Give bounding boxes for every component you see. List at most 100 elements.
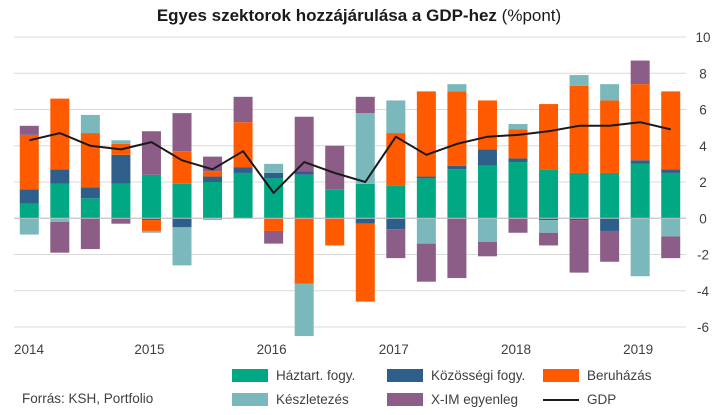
y-tick-label: 8 [699,66,707,81]
bar-haztart [50,183,70,219]
bar-haztart [661,172,681,219]
bar-haztart [172,183,192,219]
bar-ximgl [141,131,161,175]
legend-item-ximgl: X-IM egyenleg [387,392,518,407]
legend-swatch-keszlet [232,393,268,406]
bar-ximgl [233,96,253,123]
bar-beruhazas [600,100,620,173]
bar-kozossegi [80,187,100,199]
legend-item-kozossegi: Közösségi fogy. [387,368,525,383]
gdp-line [29,121,671,194]
legend-item-beruhazas: Beruházás [543,368,652,383]
bar-haztart [508,162,528,219]
y-tick-label: -2 [697,248,709,263]
legend-item-keszlet: Készletezés [232,392,349,407]
bar-ximgl [172,113,192,152]
bar-keszlet [508,124,528,130]
bar-beruhazas [569,85,589,173]
bar-keszlet [661,218,681,237]
bar-keszlet [477,218,497,242]
bar-ximgl [447,218,467,279]
bar-keszlet [50,218,70,222]
bar-kozossegi [172,218,192,228]
bar-beruhazas [141,220,161,231]
y-tick-label: 4 [699,139,707,154]
bar-beruhazas [661,91,681,170]
bar-kozossegi [386,218,406,230]
y-tick-label: 0 [699,211,707,226]
bar-haztart [477,165,497,219]
y-tick-label: -6 [697,320,709,335]
source-note: Forrás: KSH, Portfolio [22,391,154,406]
bar-kozossegi [539,218,559,221]
bar-keszlet [264,163,284,173]
bar-ximgl [539,232,559,246]
y-tick-label: 2 [699,175,707,190]
bar-keszlet [539,220,559,233]
bar-ximgl [386,229,406,259]
bar-ximgl [508,218,528,233]
bar-keszlet [386,100,406,134]
bar-keszlet [600,84,620,101]
legend-label-ximgl: X-IM egyenleg [431,392,519,407]
bar-kozossegi [477,149,497,166]
bar-keszlet [203,218,223,221]
bar-haztart [80,198,100,219]
bar-haztart [19,203,39,219]
bar-kozossegi [630,160,650,164]
bar-kozossegi [111,154,131,184]
bar-haztart [141,174,161,219]
bar-keszlet [141,230,161,233]
bar-keszlet [80,114,100,134]
bar-beruhazas [19,134,39,190]
bar-kozossegi [355,218,375,224]
bar-keszlet [355,113,375,184]
bar-kozossegi [569,218,589,221]
bar-keszlet [630,218,650,277]
bar-beruhazas [80,133,100,188]
bar-kozossegi [50,169,70,184]
chart-title-main: Egyes szektorok hozzájárulása a GDP-hez [156,6,497,25]
bar-beruhazas [264,218,284,231]
bar-beruhazas [203,171,223,177]
bar-ximgl [600,230,620,262]
bar-ximgl [264,230,284,244]
bar-kozossegi [264,172,284,179]
bar-beruhazas [355,223,375,302]
bar-ximgl [111,218,131,224]
x-tick-label: 2019 [623,342,653,357]
bar-haztart [111,183,131,219]
legend-label-keszlet: Készletezés [276,392,349,407]
bar-ximgl [19,125,39,135]
bar-kozossegi [294,171,314,175]
bar-haztart [539,169,559,219]
legend-swatch-ximgl [387,393,423,406]
x-tick-label: 2016 [257,342,287,357]
bar-beruhazas [172,151,192,184]
bar-beruhazas [477,100,497,150]
y-tick-label: -4 [697,284,709,299]
bar-ximgl [569,220,589,273]
bar-kozossegi [203,176,223,182]
bar-haztart [325,189,345,219]
legend-swatch-beruhazas [543,369,579,382]
legend-item-haztart: Háztart. fogy. [232,368,355,383]
bar-haztart [386,185,406,219]
bar-ximgl [50,221,70,253]
legend-swatch-kozossegi [387,369,423,382]
x-tick-label: 2018 [501,342,531,357]
bar-ximgl [325,145,345,190]
bar-keszlet [172,227,192,266]
y-tick-label: 10 [695,30,710,45]
bar-haztart [203,182,223,219]
legend-item-gdp: GDP [543,392,616,407]
bar-kozossegi [19,189,39,204]
bar-keszlet [447,84,467,92]
bar-beruhazas [416,91,436,177]
bar-kozossegi [661,169,681,173]
bar-haztart [569,172,589,219]
x-tick-label: 2017 [379,342,409,357]
bar-kozossegi [416,176,436,179]
bar-ximgl [294,116,314,172]
